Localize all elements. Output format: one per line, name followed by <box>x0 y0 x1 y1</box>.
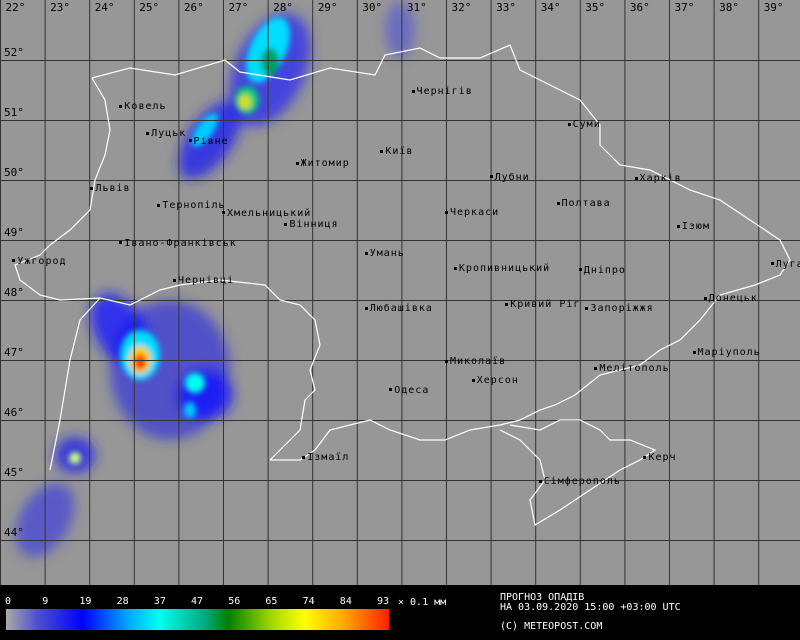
precipitation-map <box>0 0 800 585</box>
map-layer <box>0 0 800 585</box>
longitude-label: 37° <box>674 1 695 14</box>
legend-tick: 65 <box>265 596 278 607</box>
latitude-label: 45° <box>4 465 24 479</box>
city-label: Ізмаїл <box>302 452 349 463</box>
longitude-label: 26° <box>183 1 204 14</box>
city-label: Дніпро <box>579 265 626 276</box>
city-label: Ковель <box>119 101 166 112</box>
legend-tick: 47 <box>191 596 204 607</box>
latitude-label: 52° <box>4 45 24 59</box>
city-label: Одеса <box>389 385 429 396</box>
city-label: Житомир <box>296 158 350 169</box>
city-label: Херсон <box>472 375 519 386</box>
city-label: Маріуполь <box>693 347 761 358</box>
legend-tick: 93 <box>377 596 390 607</box>
credit: (C) METEOPOST.COM <box>500 621 603 632</box>
city-label: Кропивницький <box>454 263 550 274</box>
longitude-label: 34° <box>540 1 561 14</box>
city-label: Суми <box>568 119 601 130</box>
city-label: Ужгород <box>12 256 66 267</box>
city-label: Черкаси <box>445 207 499 218</box>
city-label: Харків <box>635 173 682 184</box>
city-label: Умань <box>365 248 405 259</box>
longitude-label: 24° <box>94 1 115 14</box>
city-label: Чернігів <box>412 86 473 97</box>
city-label: Лубни <box>490 172 530 183</box>
longitude-label: 22° <box>5 1 26 14</box>
city-label: Миколаїв <box>445 356 506 367</box>
latitude-label: 49° <box>4 225 24 239</box>
latitude-label: 50° <box>4 165 24 179</box>
legend-unit: × 0.1 мм <box>398 597 447 608</box>
city-label: Рівне <box>189 136 229 147</box>
city-label: Кривий Ріг <box>505 299 580 310</box>
city-label: Вінниця <box>284 219 338 230</box>
city-label: Львів <box>90 183 130 194</box>
longitude-label: 31° <box>406 1 427 14</box>
city-label: Ізюм <box>677 221 710 232</box>
longitude-label: 39° <box>763 1 784 14</box>
longitude-label: 29° <box>317 1 338 14</box>
legend-tick: 74 <box>302 596 315 607</box>
longitude-label: 25° <box>139 1 160 14</box>
city-label: Любашівка <box>365 303 433 314</box>
longitude-label: 36° <box>629 1 650 14</box>
city-label: Керч <box>643 452 676 463</box>
latitude-label: 47° <box>4 345 24 359</box>
legend-tick: 19 <box>79 596 92 607</box>
city-label: Запоріжжя <box>585 303 653 314</box>
legend-tick: 28 <box>116 596 129 607</box>
longitude-label: 27° <box>228 1 249 14</box>
precipitation-overlay <box>15 2 415 557</box>
longitude-label: 28° <box>273 1 293 14</box>
city-label: Луцьк <box>146 128 186 139</box>
city-label: Сімферополь <box>539 476 621 487</box>
city-label: Луганськ <box>771 259 800 270</box>
longitude-label: 30° <box>362 1 383 14</box>
legend-tick: 84 <box>339 596 352 607</box>
graticule <box>0 0 800 585</box>
city-label: Тернопіль <box>157 200 225 211</box>
legend-tick: 37 <box>153 596 166 607</box>
legend-tick: 0 <box>5 596 12 607</box>
city-label: Хмельницький <box>222 208 311 219</box>
city-label: Івано-Франківськ <box>119 238 236 249</box>
legend-tick: 9 <box>42 596 49 607</box>
longitude-label: 32° <box>451 1 472 14</box>
latitude-label: 51° <box>4 105 24 119</box>
city-label: Донецьк <box>704 293 758 304</box>
forecast-valid-time: НА 03.09.2020 15:00 +03:00 UTC <box>500 602 681 613</box>
longitude-label: 35° <box>585 1 606 14</box>
city-label: Полтава <box>557 198 611 209</box>
legend-color-scale <box>6 609 389 630</box>
longitude-label: 33° <box>496 1 516 14</box>
latitude-label: 48° <box>4 285 24 299</box>
longitude-label: 38° <box>719 1 739 14</box>
city-label: Київ <box>380 146 413 157</box>
longitude-label: 23° <box>50 1 70 14</box>
latitude-label: 46° <box>4 405 24 419</box>
forecast-title: ПРОГНОЗ ОПАДІВ <box>500 592 585 603</box>
city-label: Чернівці <box>173 275 234 286</box>
city-label: Мелітополь <box>594 363 669 374</box>
latitude-label: 44° <box>4 525 24 539</box>
legend-tick: 56 <box>228 596 241 607</box>
